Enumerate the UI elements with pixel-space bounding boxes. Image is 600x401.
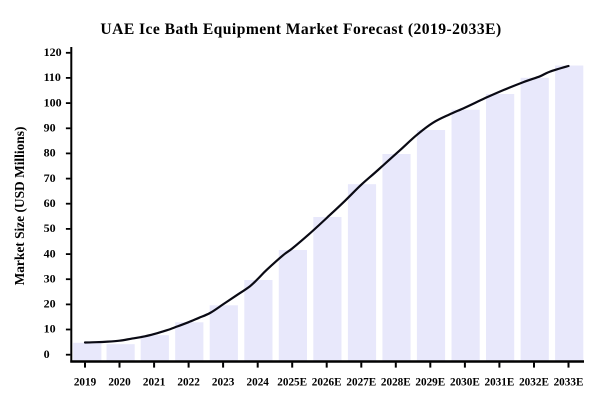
svg-text:2023: 2023 xyxy=(212,377,235,389)
svg-text:2020: 2020 xyxy=(108,377,131,389)
svg-text:90: 90 xyxy=(44,121,56,135)
svg-text:2026E: 2026E xyxy=(312,377,342,389)
svg-text:40: 40 xyxy=(44,246,56,260)
svg-text:2028E: 2028E xyxy=(381,377,411,389)
svg-text:UAE Ice Bath Equipment Market: UAE Ice Bath Equipment Market Forecast (… xyxy=(100,21,501,38)
svg-text:20: 20 xyxy=(44,297,56,311)
svg-text:0: 0 xyxy=(44,347,50,361)
svg-text:110: 110 xyxy=(44,70,61,84)
svg-text:2027E: 2027E xyxy=(346,377,376,389)
svg-text:2031E: 2031E xyxy=(484,377,514,389)
svg-text:70: 70 xyxy=(44,171,56,185)
svg-text:2025E: 2025E xyxy=(277,377,307,389)
svg-text:30: 30 xyxy=(44,271,56,285)
svg-text:2033E: 2033E xyxy=(554,377,584,389)
svg-text:2024: 2024 xyxy=(247,377,270,389)
svg-text:60: 60 xyxy=(44,196,56,210)
svg-text:2022: 2022 xyxy=(177,377,200,389)
svg-text:2030E: 2030E xyxy=(450,377,480,389)
svg-text:2019: 2019 xyxy=(74,377,97,389)
svg-text:50: 50 xyxy=(44,221,56,235)
svg-text:120: 120 xyxy=(44,45,62,59)
svg-text:2029E: 2029E xyxy=(415,377,445,389)
svg-text:80: 80 xyxy=(44,146,56,160)
svg-text:Market Size (USD Millions): Market Size (USD Millions) xyxy=(12,127,27,286)
svg-text:100: 100 xyxy=(44,95,62,109)
svg-text:10: 10 xyxy=(44,322,56,336)
svg-text:2032E: 2032E xyxy=(519,377,549,389)
svg-text:2021: 2021 xyxy=(143,377,166,389)
